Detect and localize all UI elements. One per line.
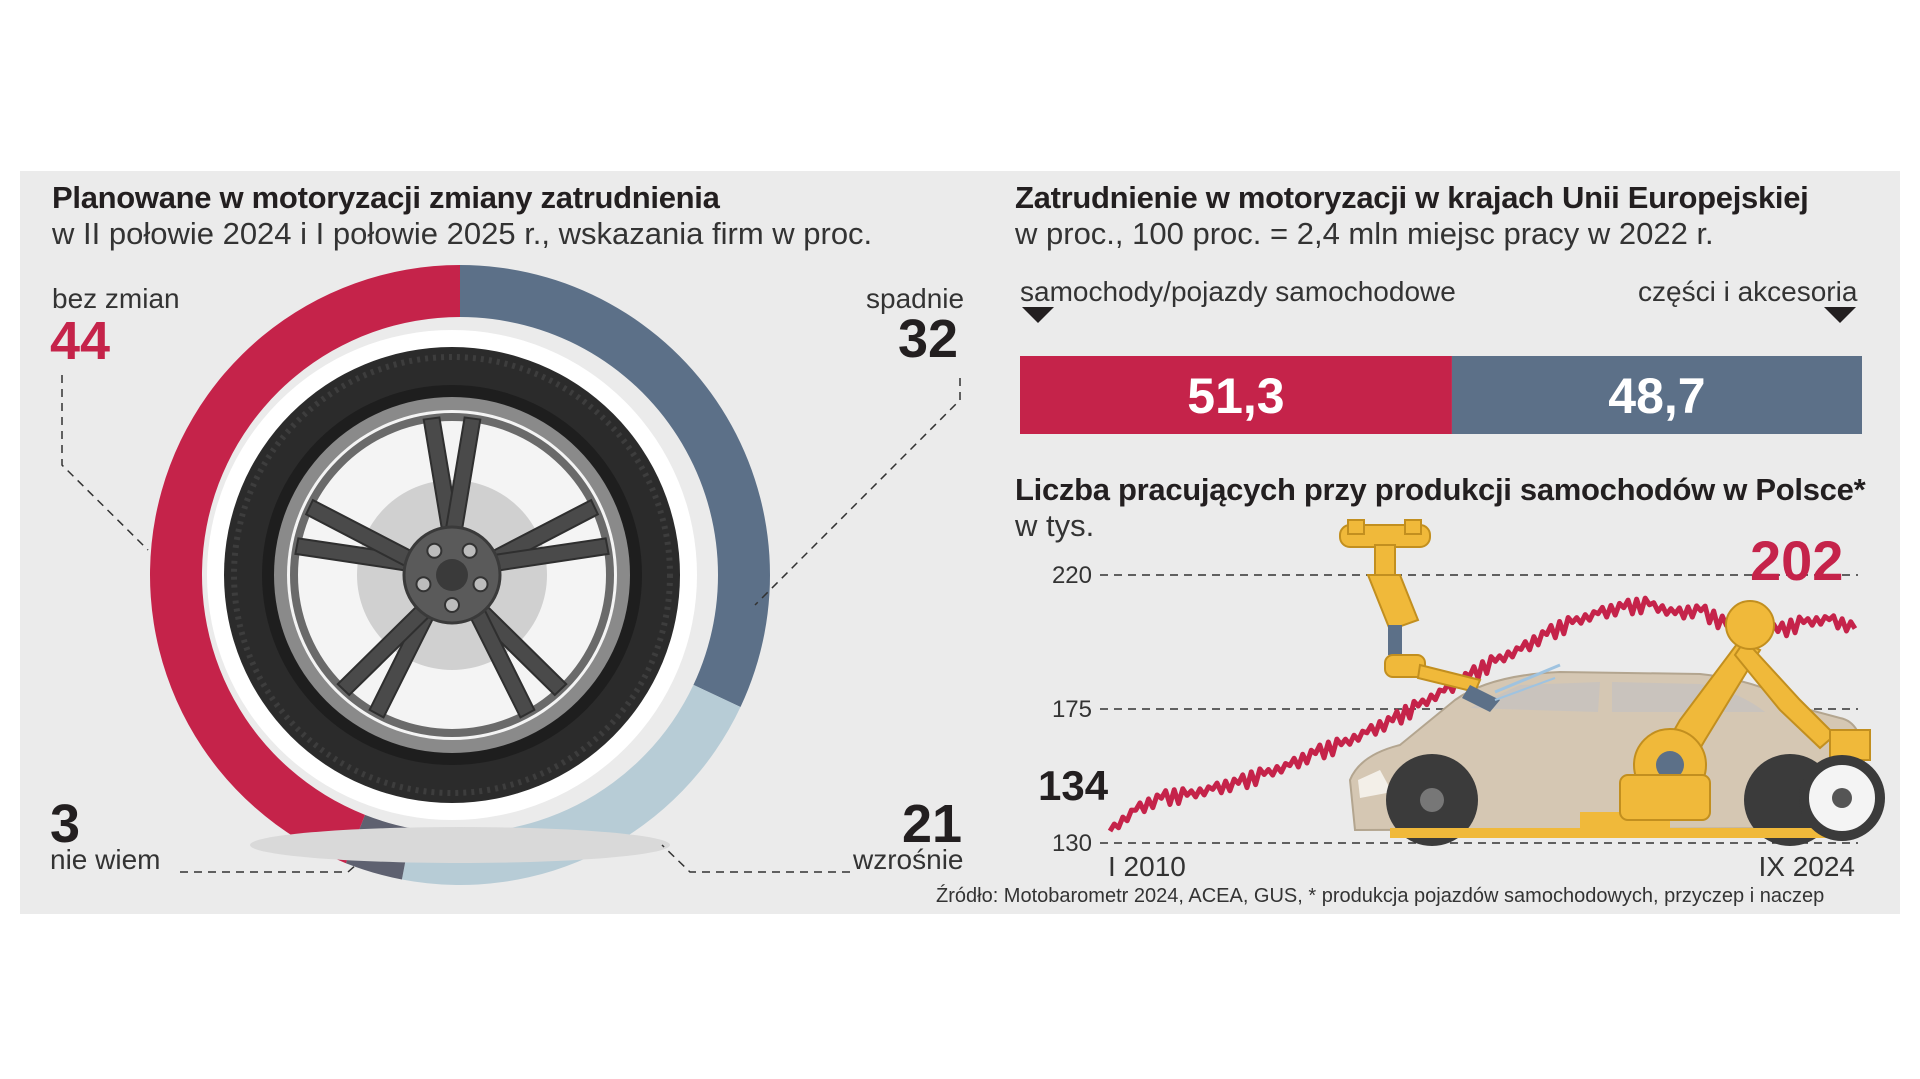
y-tick-label-2: 220 <box>1052 562 1092 589</box>
eu-stacked-bar: 51,3 48,7 <box>1020 307 1862 434</box>
value-wzrosnie: 21 <box>902 794 963 854</box>
bar-label-right: części i akcesoria <box>1638 276 1858 307</box>
y-tick-label-1: 175 <box>1052 696 1092 723</box>
right-title: Zatrudnienie w motoryzacji w krajach Uni… <box>1015 180 1809 215</box>
left-subtitle: w II połowie 2024 i I połowie 2025 r., w… <box>52 216 873 251</box>
bar-segment-0 <box>1020 356 1452 434</box>
line-title: Liczba pracujących przy produkcji samoch… <box>1015 472 1866 507</box>
robot-arm-car-icon <box>1339 519 1885 846</box>
value-spadnie: 32 <box>898 309 959 369</box>
label-nie-wiem: nie wiem <box>50 844 161 875</box>
y-tick-label-0: 130 <box>1052 830 1092 857</box>
start-value-label: 134 <box>1038 762 1109 809</box>
donut-slice-3 <box>149 265 461 864</box>
x-tick-label-start: I 2010 <box>1108 851 1186 882</box>
donut-leader-lines <box>61 375 961 873</box>
label-bez-zmian: bez zmian <box>52 283 180 314</box>
value-nie-wiem: 3 <box>50 794 81 854</box>
left-title: Planowane w motoryzacji zmiany zatrudnie… <box>52 180 720 215</box>
arrow-down-left-icon <box>1022 307 1054 323</box>
value-bez-zmian: 44 <box>50 311 111 371</box>
bar-value-label-0: 51,3 <box>1187 368 1284 424</box>
label-wzrosnie: wzrośnie <box>853 844 964 875</box>
donut-slice-0 <box>460 265 770 707</box>
bar-label-left: samochody/pojazdy samochodowe <box>1020 276 1456 307</box>
end-value-label: 202 <box>1750 529 1843 592</box>
bar-segment-1 <box>1451 356 1862 434</box>
car-tire-icon <box>207 330 697 863</box>
label-spadnie: spadnie <box>866 283 965 314</box>
bar-value-label-1: 48,7 <box>1608 368 1705 424</box>
right-subtitle: w proc., 100 proc. = 2,4 mln miejsc prac… <box>1015 216 1714 251</box>
source-note: Źródło: Motobarometr 2024, ACEA, GUS, * … <box>936 885 1825 907</box>
line-subtitle: w tys. <box>1015 508 1095 543</box>
x-tick-label-end: IX 2024 <box>1758 851 1855 882</box>
arrow-down-right-icon <box>1824 307 1856 323</box>
